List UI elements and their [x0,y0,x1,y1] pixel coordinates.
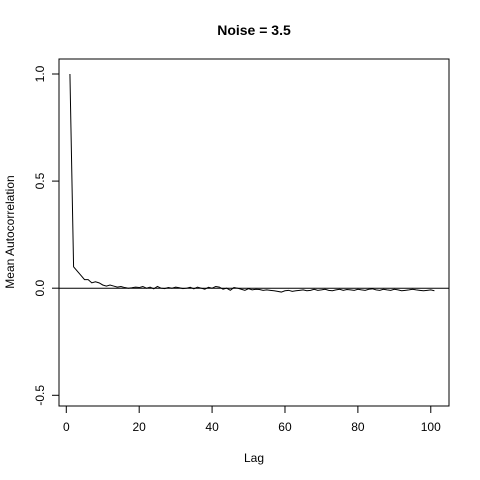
x-tick-label: 40 [205,420,219,434]
x-tick-label: 20 [133,420,147,434]
plot-frame [58,58,450,407]
series-line [69,73,435,293]
x-tick-label: 0 [63,420,70,434]
y-tick-label: 1.0 [33,65,47,82]
y-tick-label: 0.5 [33,172,47,189]
x-tick-label: 60 [278,420,292,434]
x-tick-label: 80 [351,420,365,434]
y-tick-label: 0.0 [33,280,47,297]
x-axis-label: Lag [244,451,264,465]
y-tick-label: -0.5 [33,385,47,406]
x-tick-label: 100 [421,420,441,434]
y-axis: -0.5 0.0 0.5 1.0 [33,65,59,406]
y-axis-label: Mean Autocorrelation [3,175,17,288]
x-axis: 0 20 40 60 80 100 [63,406,441,434]
chart-title: Noise = 3.5 [217,22,291,38]
